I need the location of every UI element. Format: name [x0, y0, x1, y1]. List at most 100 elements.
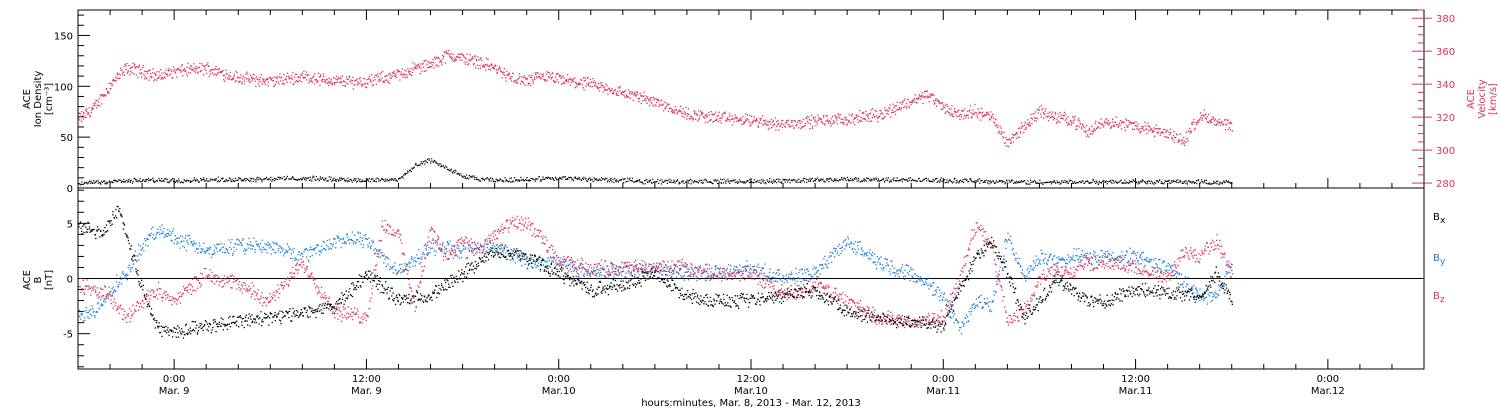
velocity-point [542, 73, 544, 75]
velocity-point [782, 119, 784, 122]
velocity-point [1053, 117, 1055, 120]
density-point [1167, 180, 1169, 182]
velocity-point [742, 116, 744, 118]
velocity-point [412, 69, 414, 71]
velocity-point [1042, 112, 1045, 114]
velocity-point [476, 58, 478, 61]
by-point [221, 247, 223, 249]
by-point [273, 249, 275, 251]
by-point [773, 280, 775, 282]
by-point [684, 271, 686, 274]
velocity-point [920, 96, 922, 98]
by-point [733, 266, 735, 268]
velocity-point [706, 115, 708, 117]
velocity-point [739, 118, 741, 121]
by-point [615, 273, 617, 275]
by-point [671, 269, 674, 272]
velocity-point [248, 79, 250, 81]
velocity-point [251, 77, 253, 79]
by-point [642, 272, 645, 274]
density-point [1197, 179, 1200, 181]
velocity-point [368, 75, 371, 78]
by-point [316, 244, 318, 246]
by-point [395, 269, 397, 271]
velocity-point [1084, 127, 1086, 129]
velocity-point [1204, 117, 1206, 119]
density-point [1171, 181, 1173, 183]
velocity-point [1001, 132, 1003, 134]
density-point [717, 179, 719, 181]
density-point [309, 176, 311, 178]
by-point [449, 252, 451, 254]
velocity-point [934, 99, 937, 101]
by-point [837, 251, 839, 253]
by-point [888, 271, 890, 273]
density-point [828, 181, 830, 183]
density-point [160, 180, 163, 182]
by-point [420, 261, 422, 264]
density-point [1186, 183, 1188, 185]
top-right-tick-label: 360 [1436, 47, 1455, 58]
by-point [403, 269, 405, 272]
velocity-point [1133, 128, 1135, 130]
velocity-point [634, 93, 636, 95]
by-point [858, 241, 860, 243]
density-point [1215, 182, 1217, 184]
velocity-point [946, 103, 948, 105]
velocity-point [964, 117, 967, 119]
velocity-point [464, 63, 467, 65]
velocity-point [754, 120, 756, 123]
by-point [614, 271, 616, 273]
density-point [878, 180, 881, 182]
density-point [209, 178, 211, 180]
velocity-point [314, 73, 316, 75]
density-point [1003, 181, 1005, 183]
by-point [819, 273, 821, 275]
density-point [421, 163, 424, 165]
velocity-point [382, 80, 385, 82]
velocity-point [1149, 127, 1151, 129]
density-point [482, 178, 484, 180]
by-point [154, 237, 156, 240]
by-point [339, 238, 341, 240]
velocity-point [191, 66, 193, 68]
velocity-point [1015, 133, 1017, 135]
velocity-point [554, 76, 557, 78]
density-point [161, 177, 163, 180]
density-point [520, 179, 522, 181]
density-point [698, 180, 700, 182]
by-point [625, 272, 627, 274]
velocity-point [961, 110, 964, 112]
density-point [1038, 182, 1040, 184]
velocity-point [320, 75, 322, 77]
density-point [657, 178, 659, 181]
velocity-point [392, 72, 394, 74]
density-point [1107, 181, 1109, 183]
velocity-point [373, 76, 376, 79]
velocity-point [345, 76, 348, 78]
density-point [916, 180, 918, 182]
density-point [305, 179, 307, 181]
by-point [608, 271, 610, 273]
velocity-point [640, 102, 642, 105]
velocity-point [1105, 122, 1107, 125]
by-point [692, 275, 695, 278]
by-point [508, 249, 510, 251]
by-point [197, 248, 200, 250]
velocity-point [545, 73, 548, 75]
by-point [386, 257, 389, 259]
velocity-point [1193, 118, 1195, 121]
velocity-point [821, 120, 823, 123]
density-point [86, 182, 88, 184]
density-point [356, 180, 358, 182]
velocity-point [615, 93, 617, 95]
velocity-point [1063, 114, 1065, 117]
density-point [649, 179, 652, 181]
by-point [436, 244, 438, 246]
velocity-point [870, 120, 873, 122]
velocity-point [884, 115, 886, 118]
density-point [988, 180, 990, 182]
velocity-point [827, 121, 830, 123]
velocity-point [1110, 126, 1112, 129]
density-point [466, 177, 468, 180]
